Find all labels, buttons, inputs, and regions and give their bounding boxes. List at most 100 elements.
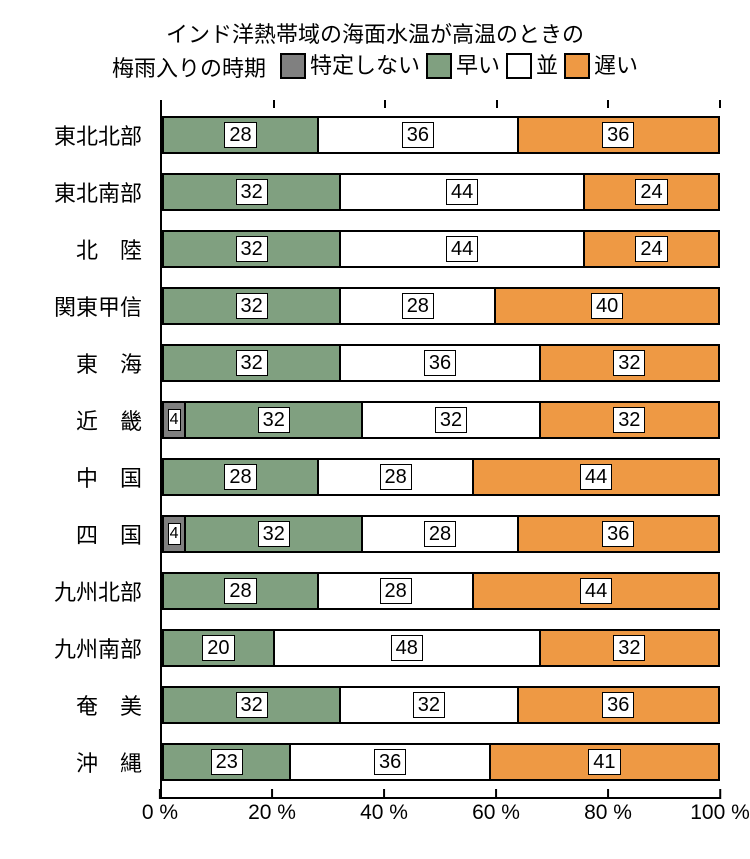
stacked-bar: 323632	[162, 344, 720, 382]
plot-area: 東北北部283636東北南部324424北 陸324424関東甲信322840東…	[160, 100, 720, 839]
bar-segment-late: 36	[519, 118, 718, 152]
bar-segment-normal: 28	[319, 574, 474, 608]
bar-segment-early: 20	[164, 631, 275, 665]
bar-segment-late: 40	[496, 289, 718, 323]
bar-segment-normal: 44	[341, 175, 585, 209]
legend: 特定しない 早い並遅い	[274, 51, 638, 88]
segment-value-label: 4	[168, 523, 181, 544]
bar-segment-early: 28	[164, 118, 319, 152]
tick-label: 100 %	[690, 801, 750, 825]
tick-mark-icon	[495, 789, 497, 799]
axis-tick-top	[273, 100, 275, 108]
bar-segment-late: 44	[474, 460, 718, 494]
segment-value-label: 24	[635, 179, 667, 205]
bar-segment-early: 28	[164, 574, 319, 608]
chart-title: インド洋熱帯域の海面水温が高温のときの 梅雨入りの時期 特定しない早い並遅い	[20, 20, 730, 88]
axis-tick: 40 %	[360, 799, 408, 825]
bar-segment-early: 32	[186, 517, 363, 551]
bar-row: 北 陸324424	[162, 224, 720, 274]
bar-segment-unspecified: 4	[164, 517, 186, 551]
legend-item: 早い	[426, 51, 500, 82]
stacked-bar: 23 36 41	[162, 743, 720, 781]
segment-value-label: 36	[602, 692, 634, 718]
segment-value-label: 44	[446, 179, 478, 205]
stacked-bar: 282844	[162, 458, 720, 496]
stacked-bar: 32 32 36	[162, 686, 720, 724]
region-label: 沖 縄	[12, 746, 152, 778]
bar-segment-early: 32	[186, 403, 363, 437]
legend-swatch	[564, 53, 590, 79]
segment-value-label: 32	[258, 407, 290, 433]
axis-tick: 20 %	[248, 799, 296, 825]
legend-swatch	[280, 53, 306, 79]
segment-value-label: 36	[602, 122, 634, 148]
region-label: 九州南部	[12, 632, 152, 664]
chart-container: インド洋熱帯域の海面水温が高温のときの 梅雨入りの時期 特定しない早い並遅い 東…	[20, 20, 730, 839]
segment-value-label: 32	[236, 293, 268, 319]
segment-value-label: 41	[588, 749, 620, 775]
axis-tick-top	[719, 100, 721, 108]
bar-segment-early: 23	[164, 745, 291, 779]
bar-segment-late: 32	[541, 631, 718, 665]
bar-segment-early: 32	[164, 346, 341, 380]
legend-item: 遅い	[564, 51, 638, 82]
legend-label: 特定しない	[310, 51, 420, 82]
stacked-bar: 4 32 32 32	[162, 401, 720, 439]
stacked-bar: 20 48 32	[162, 629, 720, 667]
tick-label: 20 %	[248, 801, 296, 825]
segment-value-label: 20	[202, 635, 234, 661]
bar-segment-normal: 32	[341, 688, 518, 722]
bar-row: 近 畿4323232	[162, 395, 720, 445]
segment-value-label: 28	[380, 464, 412, 490]
segment-value-label: 32	[613, 635, 645, 661]
bar-segment-early: 32	[164, 688, 341, 722]
bar-row: 関東甲信322840	[162, 281, 720, 331]
bar-segment-late: 24	[585, 175, 718, 209]
segment-value-label: 32	[413, 692, 445, 718]
region-label: 近 畿	[12, 404, 152, 436]
segment-value-label: 36	[374, 749, 406, 775]
bar-row: 奄 美323236	[162, 680, 720, 730]
region-label: 北 陸	[12, 233, 152, 265]
legend-label: 早い	[456, 51, 500, 82]
segment-value-label: 32	[236, 236, 268, 262]
tick-mark-icon	[383, 789, 385, 799]
tick-label: 60 %	[472, 801, 520, 825]
legend-item: 特定しない	[280, 51, 420, 82]
axis-tick-top	[384, 100, 386, 108]
axis-tick: 0 %	[142, 799, 178, 825]
region-label: 中 国	[12, 461, 152, 493]
segment-value-label: 48	[391, 635, 423, 661]
bar-row: 東北北部283636	[162, 110, 720, 160]
legend-swatch	[506, 53, 532, 79]
bar-segment-normal: 36	[341, 346, 540, 380]
segment-value-label: 36	[424, 350, 456, 376]
segment-value-label: 28	[380, 578, 412, 604]
segment-value-label: 28	[224, 122, 256, 148]
legend-item: 並	[506, 51, 558, 82]
segment-value-label: 32	[435, 407, 467, 433]
title-line-2-with-legend: 梅雨入りの時期 特定しない 早い並遅い	[112, 51, 638, 88]
segment-value-label: 44	[580, 464, 612, 490]
segment-value-label: 28	[424, 521, 456, 547]
bar-row: 東 海323632	[162, 338, 720, 388]
tick-mark-icon	[159, 789, 161, 799]
bar-segment-normal: 28	[319, 460, 474, 494]
region-label: 東 海	[12, 347, 152, 379]
bar-segment-late: 41	[491, 745, 718, 779]
stacked-bar: 324424	[162, 173, 720, 211]
axis-tick-top	[607, 100, 609, 108]
segment-value-label: 32	[613, 407, 645, 433]
segment-value-label: 32	[236, 692, 268, 718]
bar-row: 中 国282844	[162, 452, 720, 502]
bar-row: 沖 縄233641	[162, 737, 720, 787]
bar-segment-unspecified: 4	[164, 403, 186, 437]
bar-segment-normal: 28	[341, 289, 496, 323]
title-prefix: 梅雨入りの時期	[112, 54, 266, 85]
axis-tick-top	[496, 100, 498, 108]
tick-label: 0 %	[142, 801, 178, 825]
bar-segment-normal: 44	[341, 232, 585, 266]
tick-mark-icon	[607, 789, 609, 799]
segment-value-label: 32	[258, 521, 290, 547]
bar-segment-late: 24	[585, 232, 718, 266]
